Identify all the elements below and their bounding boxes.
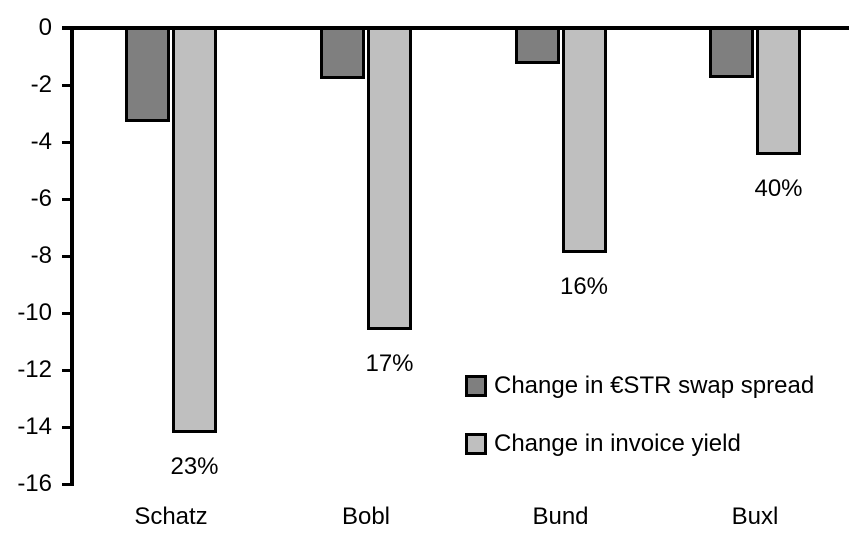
- bar-label-bobl: 17%: [365, 350, 414, 378]
- bar-bobl-change-in-str-swap-spread: [320, 26, 365, 80]
- y-tick-label-0: 0: [38, 14, 52, 41]
- y-tick-mark: [62, 84, 70, 87]
- y-tick-label--10: -10: [17, 299, 52, 326]
- y-tick-label--6: -6: [30, 185, 52, 212]
- x-axis-zero-line: [62, 26, 849, 30]
- y-tick-mark: [62, 198, 70, 201]
- y-tick-label--2: -2: [30, 71, 52, 98]
- y-tick-label--12: -12: [17, 356, 52, 383]
- legend-swatch-change-in-invoice-yield: [465, 433, 487, 455]
- legend-item-change-in-str-swap-spread: Change in €STR swap spread: [465, 371, 814, 401]
- bar-schatz-change-in-invoice-yield: [172, 26, 217, 433]
- bar-bobl-change-in-invoice-yield: [367, 26, 412, 331]
- legend-swatch-change-in-str-swap-spread: [465, 375, 487, 397]
- bar-bund-change-in-invoice-yield: [561, 26, 607, 254]
- legend-label: Change in €STR swap spread: [494, 372, 815, 399]
- y-tick-label--4: -4: [30, 128, 52, 155]
- x-label-schatz: Schatz: [134, 503, 208, 530]
- y-tick-mark: [62, 369, 70, 372]
- y-tick-mark: [62, 312, 70, 315]
- y-tick-label--8: -8: [30, 242, 52, 269]
- y-tick-mark: [62, 141, 70, 144]
- y-axis-line: [70, 26, 74, 486]
- bar-buxl-change-in-invoice-yield: [756, 26, 801, 155]
- bar-label-schatz: 23%: [170, 452, 219, 480]
- y-tick-label--14: -14: [17, 413, 52, 440]
- y-tick-mark: [62, 255, 70, 258]
- x-label-bund: Bund: [532, 503, 589, 530]
- x-label-bobl: Bobl: [341, 503, 391, 530]
- x-label-buxl: Buxl: [731, 503, 779, 530]
- bar-schatz-change-in-str-swap-spread: [125, 26, 170, 123]
- bar-bund-change-in-str-swap-spread: [514, 26, 560, 64]
- y-tick-mark: [62, 483, 70, 486]
- y-tick-label--16: -16: [17, 470, 52, 497]
- legend-item-change-in-invoice-yield: Change in invoice yield: [465, 429, 741, 459]
- bar-label-bund: 16%: [559, 273, 609, 301]
- bar-buxl-change-in-str-swap-spread: [709, 26, 754, 78]
- bar-label-buxl: 40%: [754, 174, 803, 202]
- y-tick-mark: [62, 426, 70, 429]
- legend-label: Change in invoice yield: [494, 430, 741, 457]
